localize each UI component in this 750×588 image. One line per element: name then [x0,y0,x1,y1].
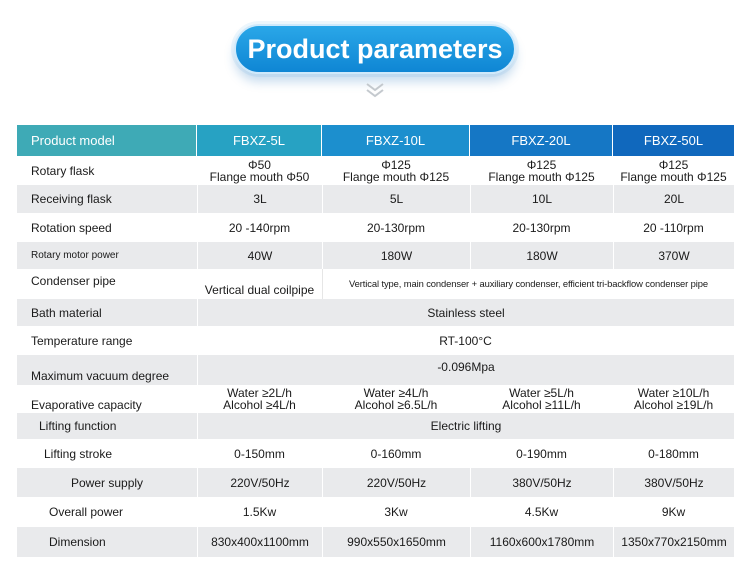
table-cell: Water ≥10L/h Alcohol ≥19L/h [613,385,734,413]
table-cell: Stainless steel [197,299,734,326]
row-label: Rotation speed [17,213,197,242]
table-cell: 0-150mm [197,439,322,468]
table-cell: Water ≥4L/h Alcohol ≥6.5L/h [322,385,470,413]
table-cell: 5L [322,185,470,213]
header-model-5l: FBXZ-5L [197,125,322,156]
table-row: Maximum vacuum degree -0.096Mpa [17,355,734,385]
table-row: Rotary flask Φ50 Flange mouth Φ50 Φ125 Fla… [17,156,734,185]
table-cell: 1.5Kw [197,497,322,527]
table-cell: 380V/50Hz [613,468,734,497]
product-parameters-table: Product model FBXZ-5L FBXZ-10L FBXZ-20L … [17,125,734,557]
chevron-down-icon [366,83,384,98]
table-cell: 40W [197,242,322,269]
row-label: Receiving flask [17,185,197,213]
header-product-model: Product model [17,125,197,156]
row-label: Temperature range [17,326,197,355]
table-row: Lifting stroke 0-150mm 0-160mm 0-190mm 0… [17,439,734,468]
table-row: Rotation speed 20 -140rpm 20-130rpm 20-1… [17,213,734,242]
table-cell: 10L [470,185,613,213]
table-cell: 3L [197,185,322,213]
table-cell: 20-130rpm [322,213,470,242]
row-label: Lifting stroke [17,439,197,468]
table-cell: Electric lifting [197,413,734,439]
row-label: Dimension [17,527,197,557]
table-cell: Φ125 Flange mouth Φ125 [470,156,613,185]
table-cell: Water ≥5L/h Alcohol ≥11L/h [470,385,613,413]
table-row: Lifting function Electric lifting [17,413,734,439]
table-cell: 20 -110rpm [613,213,734,242]
table-row: Bath material Stainless steel [17,299,734,326]
header-model-20l: FBXZ-20L [470,125,613,156]
table-cell: 1350x770x2150mm [613,527,734,557]
table-cell: 20 -140rpm [197,213,322,242]
table-cell: Φ125 Flange mouth Φ125 [613,156,734,185]
table-row: Evaporative capacity Water ≥2L/h Alcohol … [17,385,734,413]
table-cell: 9Kw [613,497,734,527]
table-cell: Vertical type, main condenser + auxiliar… [322,269,734,299]
header-model-10l: FBXZ-10L [322,125,470,156]
table-cell: 370W [613,242,734,269]
table-cell: 830x400x1100mm [197,527,322,557]
table-cell: 0-180mm [613,439,734,468]
table-cell: Φ50 Flange mouth Φ50 [197,156,322,185]
table-row: Receiving flask 3L 5L 10L 20L [17,185,734,213]
table-row: Rotary motor power 40W 180W 180W 370W [17,242,734,269]
table-cell: Water ≥2L/h Alcohol ≥4L/h [197,385,322,413]
row-label: Power supply [17,468,197,497]
table-cell: 220V/50Hz [197,468,322,497]
table-cell: 180W [470,242,613,269]
table-cell: 4.5Kw [470,497,613,527]
header-model-50l: FBXZ-50L [613,125,734,156]
row-label: Condenser pipe [17,269,197,299]
table-row: Temperature range RT-100°C [17,326,734,355]
table-cell: 180W [322,242,470,269]
row-label: Lifting function [17,413,197,439]
row-label: Overall power [17,497,197,527]
page-title: Product parameters [234,24,516,74]
table-cell: 380V/50Hz [470,468,613,497]
row-label: Rotary flask [17,156,197,185]
table-row: Condenser pipe Vertical dual coilpipe Ve… [17,269,734,299]
table-cell: 3Kw [322,497,470,527]
table-cell: Vertical dual coilpipe [197,269,322,299]
table-cell: 1160x600x1780mm [470,527,613,557]
table-row: Overall power 1.5Kw 3Kw 4.5Kw 9Kw [17,497,734,527]
table-cell: RT-100°C [197,326,734,355]
row-label: Rotary motor power [17,242,197,269]
table-cell: -0.096Mpa [197,355,734,385]
table-cell: Φ125 Flange mouth Φ125 [322,156,470,185]
table-cell: 20-130rpm [470,213,613,242]
table-cell: 0-160mm [322,439,470,468]
row-label: Evaporative capacity [17,385,197,413]
table-cell: 990x550x1650mm [322,527,470,557]
table-cell: 0-190mm [470,439,613,468]
table-row: Dimension 830x400x1100mm 990x550x1650mm … [17,527,734,557]
table-cell: 20L [613,185,734,213]
table-cell: 220V/50Hz [322,468,470,497]
row-label: Bath material [17,299,197,326]
row-label: Maximum vacuum degree [17,355,197,385]
table-header-row: Product model FBXZ-5L FBXZ-10L FBXZ-20L … [17,125,734,156]
table-row: Power supply 220V/50Hz 220V/50Hz 380V/50… [17,468,734,497]
